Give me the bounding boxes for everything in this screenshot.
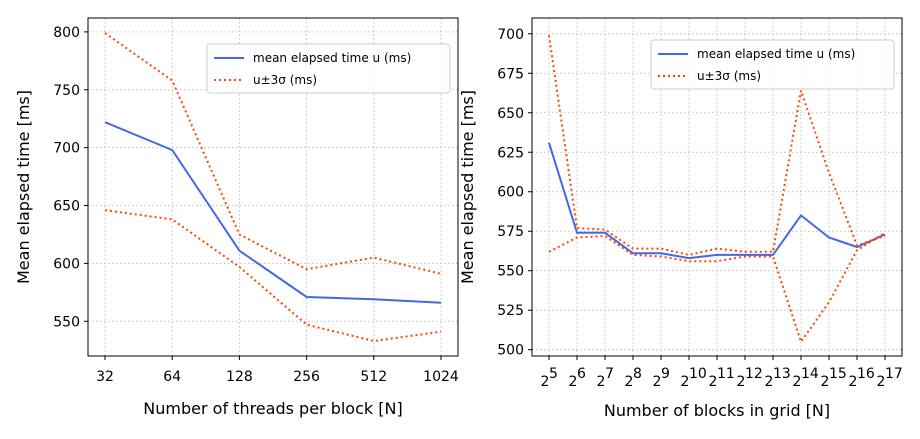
- x-tick-label-exponent: 11: [717, 366, 735, 382]
- y-tick-label: 675: [497, 66, 524, 82]
- x-tick-label: 512: [360, 369, 387, 385]
- legend-label: u±3σ (ms): [697, 69, 761, 83]
- y-tick-label: 700: [497, 27, 524, 43]
- series-line-2: [104, 209, 442, 343]
- series-line-1: [104, 32, 442, 275]
- x-tick-label-base: 2: [793, 374, 802, 390]
- x-tick-label-base: 2: [541, 374, 550, 390]
- y-tick-label: 600: [497, 185, 524, 201]
- x-tick-label-base: 2: [625, 374, 634, 390]
- y-tick-label: 800: [53, 25, 80, 41]
- y-axis-label: Mean elapsed time [ms]: [14, 90, 33, 284]
- x-tick-label-base: 2: [709, 374, 718, 390]
- x-tick-label-exponent: 14: [801, 366, 819, 382]
- x-axis-label: Number of threads per block [N]: [143, 399, 402, 418]
- y-tick-label: 575: [497, 224, 524, 240]
- y-tick-label: 550: [497, 264, 524, 280]
- x-tick-label-exponent: 12: [745, 366, 763, 382]
- y-tick-label: 750: [53, 83, 80, 99]
- threads-chart: 550 600 650 700 750 800 32 64 128 256 512 1024 Numbe…: [14, 17, 459, 418]
- legend-label: mean elapsed time u (ms): [697, 47, 855, 61]
- x-tick-label: 128: [226, 369, 253, 385]
- x-tick-label-base: 2: [877, 374, 886, 390]
- x-tick-label-exponent: 13: [773, 366, 791, 382]
- x-tick-label-exponent: 17: [885, 366, 903, 382]
- y-tick-label: 650: [53, 199, 80, 215]
- x-tick-label-base: 2: [849, 374, 858, 390]
- y-axis-label: Mean elapsed time [ms]: [458, 90, 477, 284]
- x-tick-label-exponent: 9: [661, 366, 670, 382]
- legend-box: [206, 43, 451, 94]
- x-tick-label-base: 2: [737, 374, 746, 390]
- x-axis-label: Number of blocks in grid [N]: [604, 401, 830, 420]
- legend-box: [650, 39, 895, 90]
- y-tick-label: 525: [497, 303, 524, 319]
- x-tick-label: 64: [163, 369, 181, 385]
- x-tick-label-base: 2: [653, 374, 662, 390]
- x-tick-label-base: 2: [821, 374, 830, 390]
- y-tick-label: 550: [53, 314, 80, 330]
- x-tick-label-exponent: 6: [577, 366, 586, 382]
- y-tick-label: 600: [53, 256, 80, 272]
- x-tick-label-base: 2: [569, 374, 578, 390]
- x-tick-label: 1024: [423, 369, 459, 385]
- x-tick-label-base: 2: [681, 374, 690, 390]
- y-tick-label: 500: [497, 343, 524, 359]
- y-tick-label: 700: [53, 141, 80, 157]
- y-tick-label: 650: [497, 106, 524, 122]
- plot-frame: [87, 17, 459, 357]
- x-tick-label-exponent: 16: [857, 366, 875, 382]
- x-tick-label-exponent: 15: [829, 366, 847, 382]
- x-tick-label-exponent: 7: [605, 366, 614, 382]
- x-tick-label: 32: [96, 369, 114, 385]
- x-tick-label: 256: [293, 369, 320, 385]
- x-tick-label-exponent: 5: [549, 366, 558, 382]
- legend-label: u±3σ (ms): [253, 73, 317, 87]
- y-tick-label: 625: [497, 145, 524, 161]
- legend-label: mean elapsed time u (ms): [253, 51, 411, 65]
- series-line-0: [104, 121, 442, 304]
- x-tick-label-base: 2: [765, 374, 774, 390]
- x-tick-label-exponent: 10: [689, 366, 707, 382]
- series-line-0: [548, 142, 886, 260]
- x-tick-label-exponent: 8: [633, 366, 642, 382]
- x-tick-label-base: 2: [597, 374, 606, 390]
